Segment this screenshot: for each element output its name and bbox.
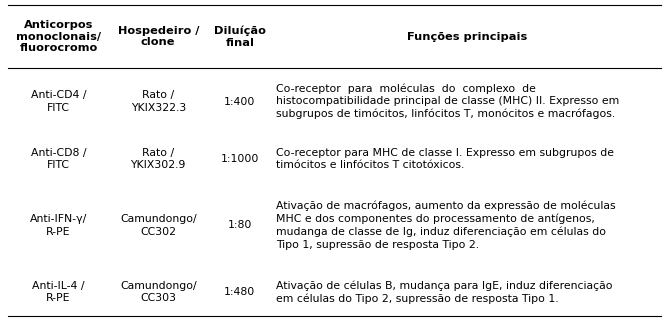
Text: 1:80: 1:80 — [227, 220, 252, 230]
Text: Diluíção
final: Diluíção final — [214, 26, 266, 48]
Text: Co-receptor  para  moléculas  do  complexo  de
histocompatibilidade principal de: Co-receptor para moléculas do complexo d… — [276, 83, 619, 119]
Text: Camundongo/
CC302: Camundongo/ CC302 — [120, 214, 197, 237]
Text: Rato /
YKIX302.9: Rato / YKIX302.9 — [130, 148, 186, 170]
Text: Ativação de células B, mudança para IgE, induz diferenciação
em células do Tipo : Ativação de células B, mudança para IgE,… — [276, 280, 613, 304]
Text: Anti-IL-4 /
R-PE: Anti-IL-4 / R-PE — [32, 281, 85, 303]
Text: 1:400: 1:400 — [224, 97, 256, 107]
Text: Hospedeiro /
clone: Hospedeiro / clone — [118, 26, 199, 48]
Text: Co-receptor para MHC de classe I. Expresso em subgrupos de
timócitos e linfócito: Co-receptor para MHC de classe I. Expres… — [276, 148, 614, 170]
Text: Camundongo/
CC303: Camundongo/ CC303 — [120, 281, 197, 303]
Text: 1:480: 1:480 — [224, 287, 256, 297]
Text: Ativação de macrófagos, aumento da expressão de moléculas
MHC e dos componentes : Ativação de macrófagos, aumento da expre… — [276, 201, 616, 250]
Text: Funções principais: Funções principais — [407, 32, 527, 42]
Text: Rato /
YKIX322.3: Rato / YKIX322.3 — [130, 90, 186, 113]
Text: Anti-IFN-γ/
R-PE: Anti-IFN-γ/ R-PE — [30, 214, 87, 237]
Text: Anticorpos
monoclonais/
fluorocromo: Anticorpos monoclonais/ fluorocromo — [16, 20, 101, 53]
Text: Anti-CD4 /
FITC: Anti-CD4 / FITC — [31, 90, 86, 113]
Text: Anti-CD8 /
FITC: Anti-CD8 / FITC — [31, 148, 86, 170]
Text: 1:1000: 1:1000 — [221, 154, 259, 164]
